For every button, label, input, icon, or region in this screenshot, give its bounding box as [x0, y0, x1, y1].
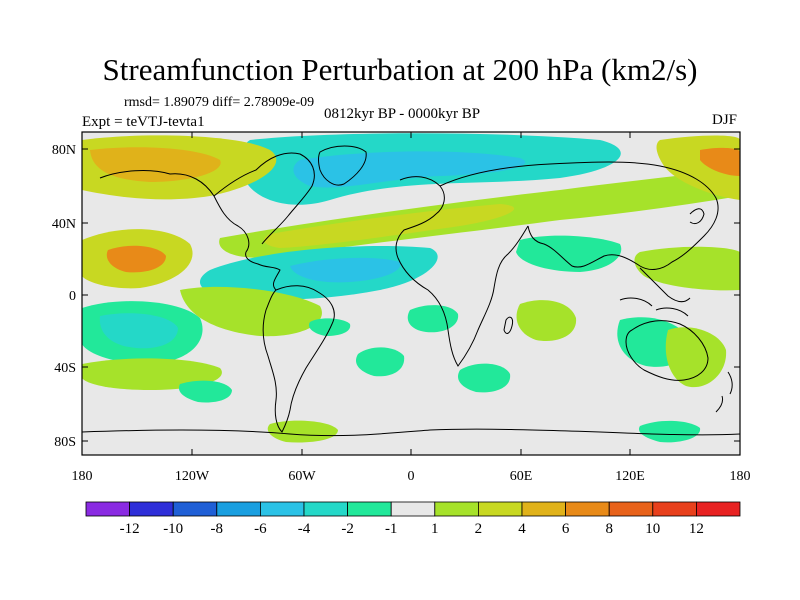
coast-asia — [439, 161, 719, 270]
experiment-label: Expt = teVTJ-tevta1 — [82, 114, 205, 130]
colorbar-label: 4 — [518, 521, 526, 537]
coast-south-america — [262, 285, 335, 433]
y-tick-80s: 80S — [54, 435, 76, 450]
contour-neg-atlantic-core — [290, 257, 401, 283]
contour-pos-subtrop-core — [106, 245, 166, 273]
colorbar-label: 12 — [689, 521, 704, 537]
axis-ticks — [81, 132, 741, 455]
coast-madagascar — [503, 316, 513, 334]
coast-north-america — [99, 152, 315, 291]
colorbar: -12 -10 -8 -6 -4 -2 -1 1 2 4 6 8 10 12 — [85, 501, 741, 537]
x-tick-120e: 120E — [615, 469, 645, 484]
x-tick-120w: 120W — [175, 469, 210, 484]
y-tick-0: 0 — [69, 289, 76, 304]
colorbar-label: 1 — [431, 521, 439, 537]
coastlines — [82, 145, 740, 437]
colorbar-label: -1 — [385, 521, 398, 537]
contour-pos-east-south — [665, 327, 727, 388]
coast-new-zealand — [715, 371, 733, 413]
colorbar-swatch — [434, 501, 479, 517]
contour-pos-pacific-core — [90, 147, 221, 182]
coast-antarctica — [82, 428, 740, 437]
contour-neg-so-1 — [355, 347, 405, 377]
x-tick-180w: 180 — [72, 469, 93, 484]
x-tick-0: 0 — [408, 469, 415, 484]
colorbar-label: 2 — [475, 521, 483, 537]
contour-neg-indian — [516, 235, 622, 272]
map-panel — [82, 132, 740, 455]
contour-neg-so-3 — [178, 380, 232, 403]
contour-pos-so-1 — [82, 358, 222, 390]
contour-pos-south-pacific — [180, 286, 322, 337]
colorbar-label: -12 — [120, 521, 140, 537]
colorbar-swatch — [565, 501, 610, 517]
season-label: DJF — [712, 112, 738, 128]
contour-pos-south-indian — [516, 300, 577, 342]
colorbar-label: -4 — [298, 521, 311, 537]
colorbar-swatch — [696, 501, 741, 517]
colorbar-swatch — [172, 501, 218, 517]
period-label: 0812kyr BP - 0000kyr BP — [324, 106, 481, 122]
colorbar-swatch — [608, 501, 654, 517]
contour-fields — [82, 133, 740, 443]
colorbar-swatch — [303, 501, 348, 517]
colorbar-label: 10 — [645, 521, 660, 537]
colorbar-swatch — [521, 501, 566, 517]
coast-japan — [689, 208, 705, 225]
y-tick-40s: 40S — [54, 361, 76, 376]
y-tick-40n: 40N — [52, 217, 76, 232]
contour-neg-antarctic-2 — [638, 420, 701, 443]
coast-southeast-asia — [619, 267, 691, 317]
x-tick-60w: 60W — [288, 469, 316, 484]
coast-greenland — [318, 145, 367, 186]
x-tick-180e: 180 — [730, 469, 751, 484]
colorbar-swatch — [85, 501, 130, 517]
colorbar-swatch — [129, 501, 174, 517]
x-tick-60e: 60E — [510, 469, 533, 484]
contour-neg-south-atlantic — [308, 318, 351, 336]
colorbar-swatch — [216, 501, 261, 517]
contour-neg-south-pacific-core — [99, 313, 178, 349]
colorbar-swatch — [259, 501, 305, 517]
colorbar-label: -10 — [163, 521, 183, 537]
stats-label: rmsd= 1.89079 diff= 2.78909e-09 — [124, 95, 315, 110]
colorbar-swatch — [477, 501, 523, 517]
colorbar-label: -6 — [254, 521, 267, 537]
colorbar-swatch — [652, 501, 697, 517]
colorbar-label: 6 — [562, 521, 570, 537]
colorbar-label: 8 — [605, 521, 613, 537]
coast-europe-africa — [395, 176, 529, 367]
contour-neg-so-2 — [457, 363, 511, 393]
colorbar-swatch — [390, 501, 436, 517]
y-tick-80n: 80N — [52, 143, 76, 158]
colorbar-label: -2 — [341, 521, 354, 537]
contour-pos-midlat-core — [264, 204, 515, 248]
coast-australia — [625, 320, 709, 381]
colorbar-swatch — [347, 501, 392, 517]
contour-pos-west-pacific — [634, 246, 740, 291]
colorbar-label: -8 — [211, 521, 224, 537]
contour-neg-south-atlantic-2 — [407, 305, 459, 333]
map-title: Streamfunction Perturbation at 200 hPa (… — [102, 52, 698, 87]
contour-pos-east-arctic-core — [700, 147, 740, 176]
